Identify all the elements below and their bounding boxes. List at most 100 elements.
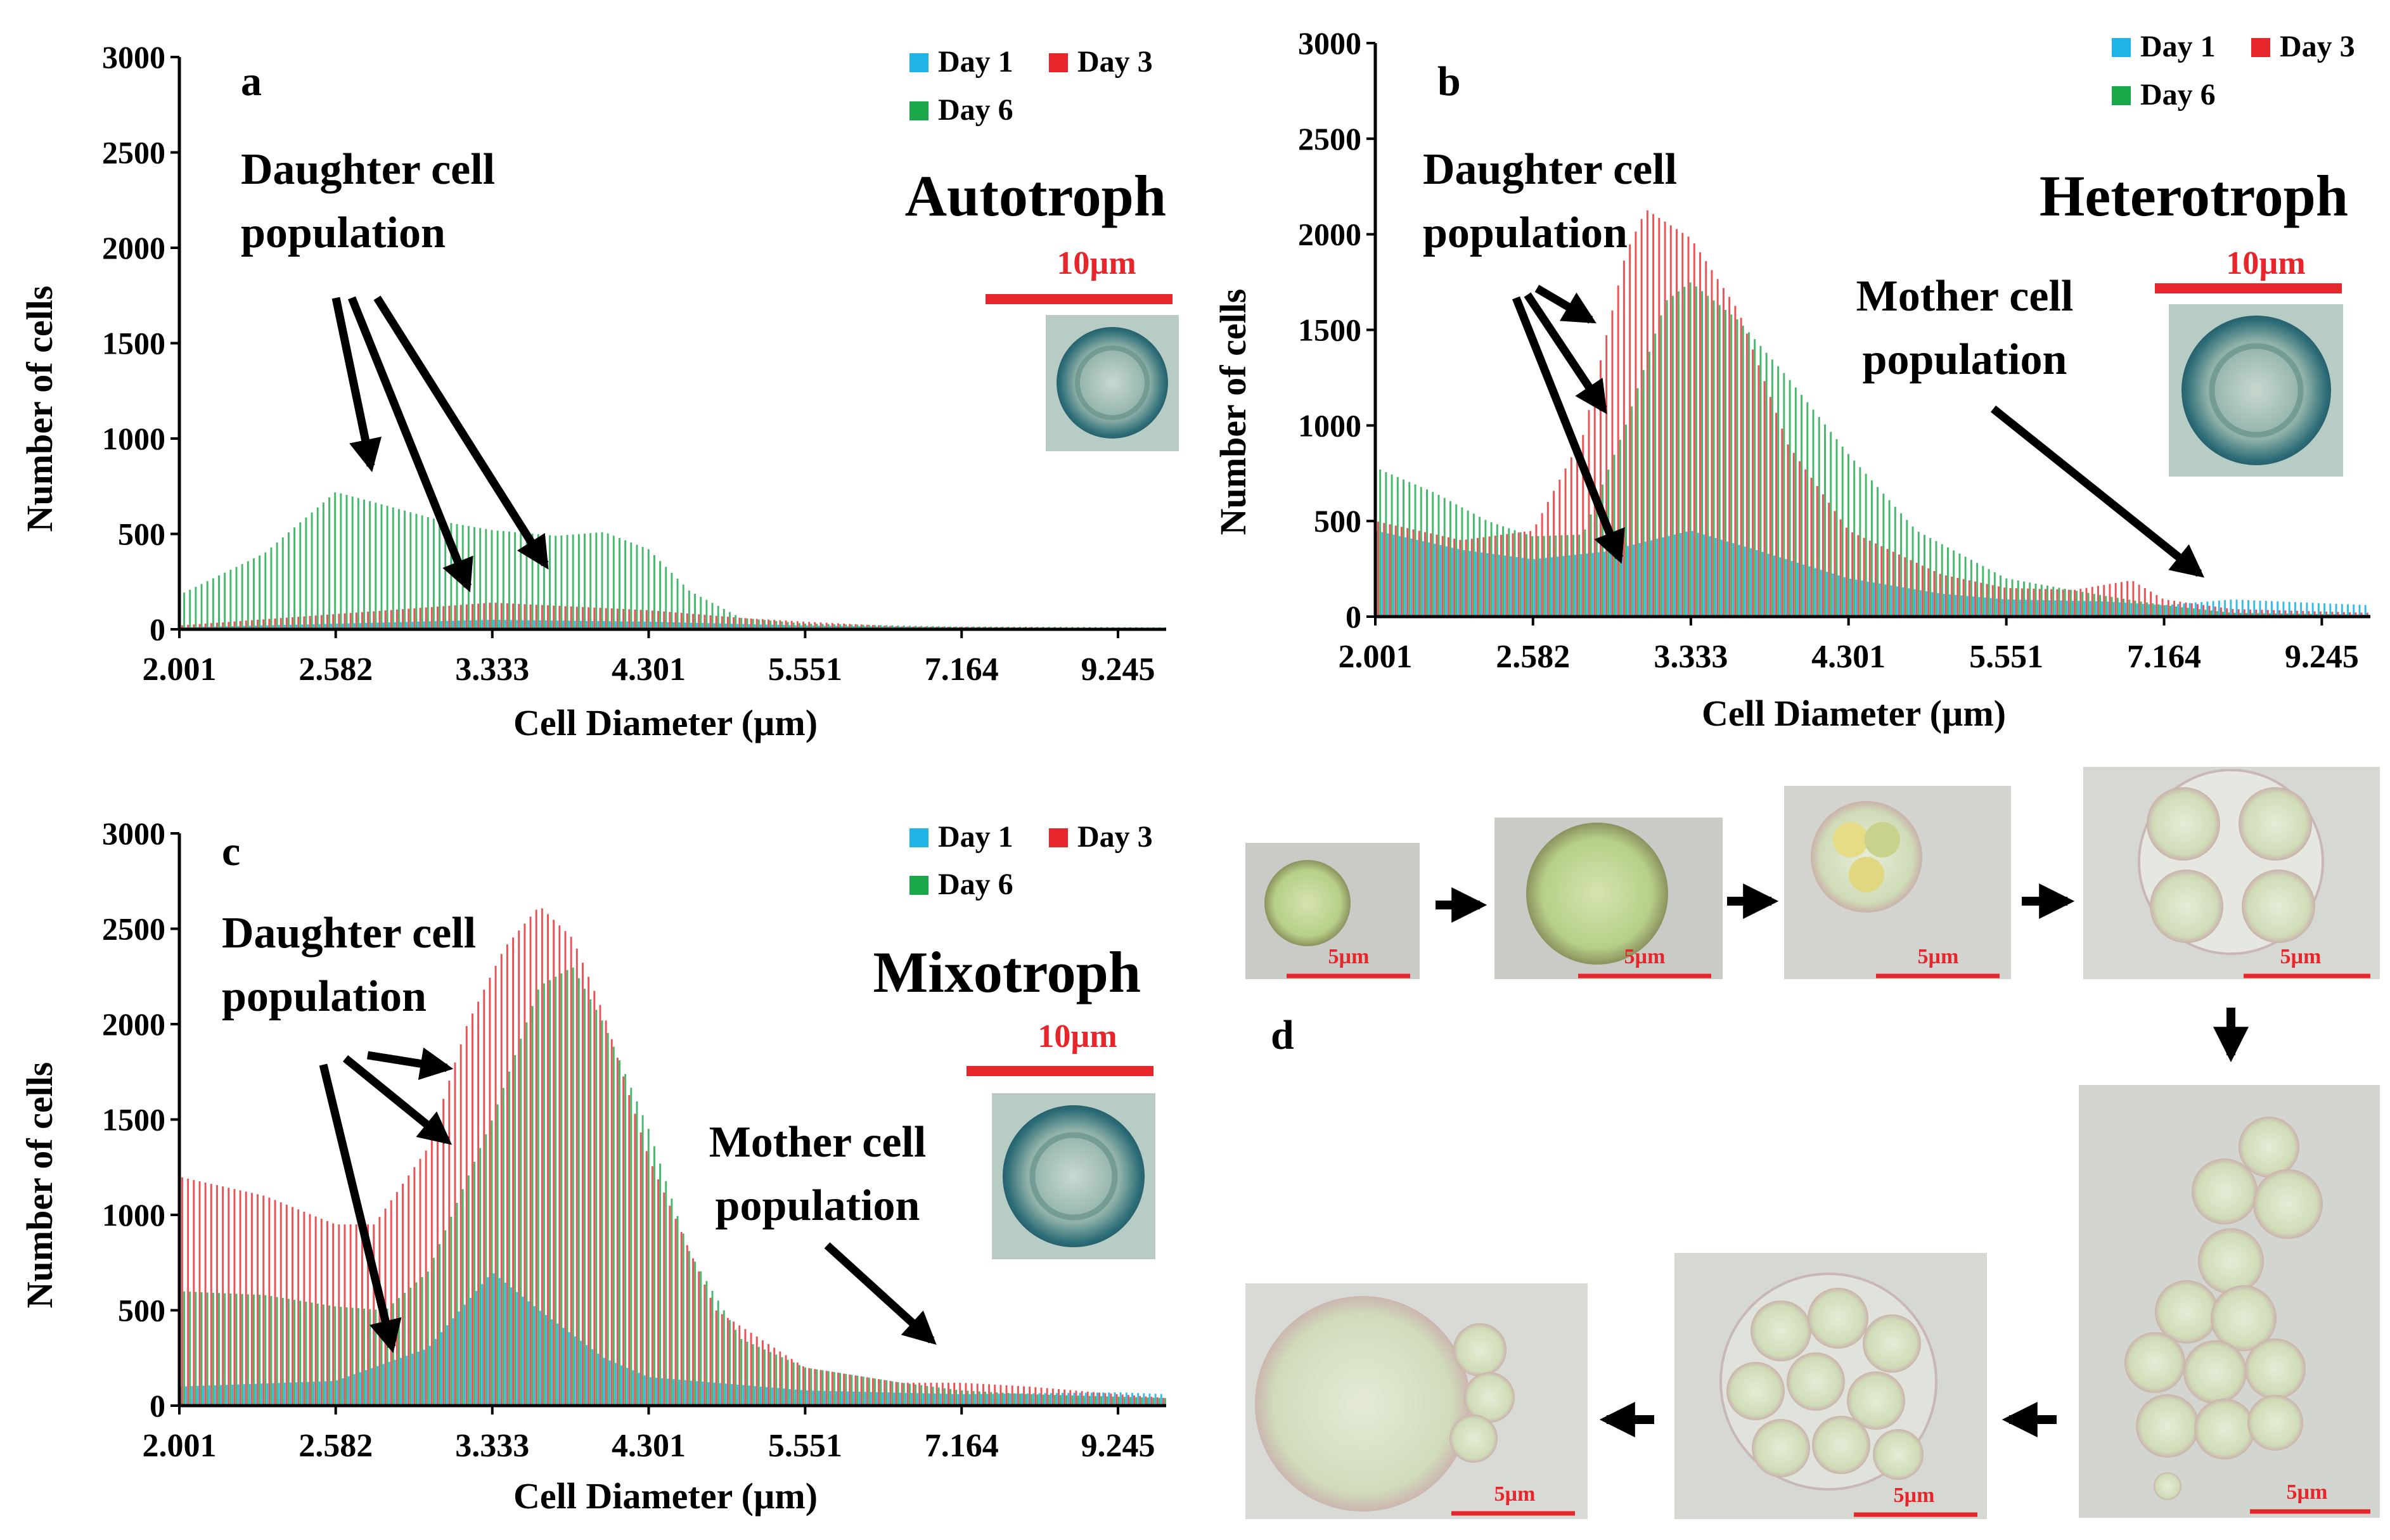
bar [810, 624, 813, 629]
bar [1490, 522, 1493, 617]
bar [2358, 605, 2361, 617]
bar [682, 584, 684, 629]
bar [930, 1382, 932, 1406]
bar [204, 623, 207, 629]
cell-image [2181, 316, 2331, 465]
bar [1420, 487, 1422, 617]
bar [496, 530, 499, 629]
bar [1642, 369, 1645, 617]
bar [1879, 583, 1881, 617]
scale-bar-label: 10µm [1057, 245, 1136, 281]
bar [1703, 534, 1706, 617]
bar [1137, 1393, 1140, 1406]
bar [951, 1394, 954, 1406]
bar [518, 603, 520, 629]
bar [823, 1390, 826, 1406]
bar [1697, 532, 1699, 617]
bar [748, 624, 750, 629]
bar [1605, 335, 1608, 617]
bar [1953, 550, 1955, 617]
bar [676, 1216, 679, 1406]
x-tick-label: 9.245 [1081, 651, 1155, 688]
bar [322, 502, 324, 629]
bar [577, 978, 580, 1406]
bar [556, 1323, 559, 1406]
bar [537, 989, 539, 1406]
bar [802, 621, 804, 629]
bar [827, 1371, 830, 1406]
bar [502, 531, 504, 629]
bar [312, 624, 315, 629]
bar [796, 1363, 799, 1406]
bar [723, 608, 725, 629]
bar [1652, 214, 1655, 617]
bar [2130, 603, 2133, 617]
bar [2029, 582, 2031, 617]
bar [307, 624, 309, 629]
bar [229, 570, 232, 629]
bar [726, 617, 729, 629]
bar [458, 620, 460, 629]
bar [2302, 611, 2304, 617]
bar [1156, 1397, 1159, 1406]
bar [686, 613, 688, 629]
bar [1545, 558, 1547, 617]
bar [305, 517, 307, 629]
bar [740, 618, 743, 629]
bar [1112, 1396, 1114, 1406]
y-tick-label: 2500 [102, 135, 165, 170]
bar [1646, 210, 1648, 617]
bar [541, 605, 543, 629]
bar [2241, 600, 2244, 617]
bar [953, 1382, 956, 1406]
bar [539, 620, 541, 629]
bar [1658, 217, 1661, 617]
bar [473, 1162, 475, 1406]
panel-c-xlabel: Cell Diameter (µm) [513, 1475, 818, 1517]
bar [1162, 1397, 1164, 1406]
bar [717, 1300, 719, 1406]
bar [972, 1390, 975, 1406]
bar [2161, 598, 2164, 617]
bar [276, 1297, 278, 1406]
bar [1970, 560, 1972, 617]
bar [390, 1200, 392, 1406]
x-tick-label: 2.582 [299, 1428, 373, 1464]
bar [568, 620, 570, 629]
bar [524, 923, 526, 1406]
bar [442, 606, 445, 629]
bar [835, 1391, 837, 1406]
bar [2111, 596, 2113, 617]
bar [657, 1179, 659, 1406]
bar [715, 1310, 717, 1406]
bar [1443, 497, 1446, 617]
bar [2268, 613, 2271, 617]
bar [1960, 595, 1963, 617]
bar [1851, 532, 1854, 617]
bar [2105, 596, 2107, 617]
bar [2097, 586, 2099, 617]
bar [636, 1101, 638, 1406]
bar [402, 1183, 404, 1406]
bar [1801, 395, 1803, 617]
bar [193, 1179, 195, 1406]
bar [411, 622, 414, 629]
bar [342, 1378, 344, 1406]
bar [237, 626, 240, 629]
bar [895, 1382, 897, 1406]
bar [1908, 588, 1910, 617]
bar [1998, 586, 2000, 617]
bar [690, 622, 692, 629]
bar [421, 1277, 423, 1406]
bar [726, 1318, 729, 1406]
bar [1465, 539, 1467, 617]
bar [908, 1383, 911, 1406]
bar [1783, 373, 1785, 617]
bar [2163, 605, 2166, 617]
bar [755, 619, 758, 629]
bar [1032, 1393, 1035, 1406]
bar [641, 547, 644, 629]
panel-d-micrographs: d 5µm 5µm 5µm [1245, 767, 2380, 1519]
bar [386, 506, 389, 629]
